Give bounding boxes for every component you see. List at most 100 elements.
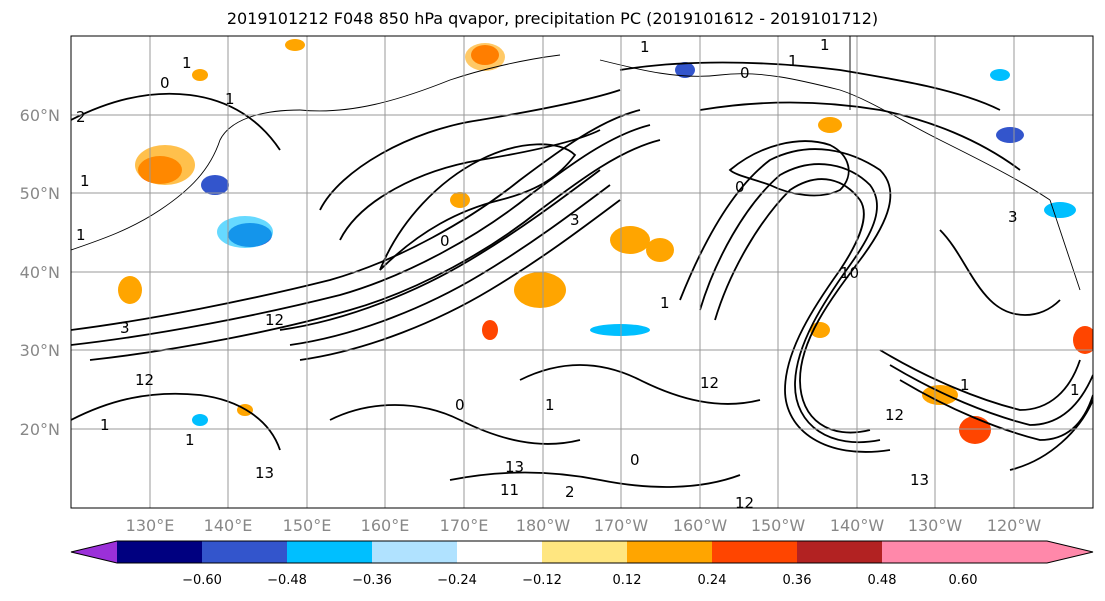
contour-line (699, 101, 1021, 171)
precip-blob (192, 414, 208, 426)
contour-line (939, 229, 1061, 316)
contour-label: 2 (565, 483, 575, 501)
lat-label: 40°N (20, 263, 60, 282)
colorbar-tick-label: −0.48 (267, 573, 307, 588)
colorbar-segment (287, 541, 372, 563)
contour-label: 0 (740, 64, 750, 82)
lon-label: 150°W (751, 516, 806, 535)
contour-line (71, 109, 641, 331)
contour-label: 11 (500, 481, 519, 499)
contour-label: 13 (910, 471, 929, 489)
contour-label: 1 (788, 52, 798, 70)
contour-label: 1 (660, 294, 670, 312)
contour-label: 3 (570, 211, 580, 229)
colorbar-tick-label: 0.12 (613, 573, 642, 588)
precip-shading (118, 39, 1093, 444)
contour-line (319, 89, 621, 211)
colorbar-segment (712, 541, 797, 563)
colorbar-outline (70, 540, 1094, 564)
contour-line (519, 364, 761, 405)
precip-blob (990, 69, 1010, 81)
contour-line (71, 124, 651, 346)
coastlines (71, 36, 1081, 291)
precip-blob (118, 276, 142, 304)
lon-label: 170°E (440, 516, 489, 535)
contour-label: 12 (885, 406, 904, 424)
precip-blob (201, 175, 229, 195)
contour-label: 1 (185, 431, 195, 449)
contour-line (71, 392, 281, 451)
contour-line (619, 61, 1001, 111)
gridlines (71, 36, 1093, 508)
contour-line (279, 169, 601, 331)
contour-label: 0 (440, 232, 450, 250)
colorbar-tick-label: −0.24 (437, 573, 477, 588)
contour-label: 0 (455, 396, 465, 414)
contour-label: 12 (700, 374, 719, 392)
colorbar-segment (882, 541, 963, 563)
lon-label: 160°E (361, 516, 410, 535)
colorbar-segment (627, 541, 712, 563)
contour-label: 13 (255, 464, 274, 482)
contour-label: 12 (735, 494, 754, 512)
precip-blob (135, 145, 195, 185)
contour-line (89, 139, 661, 361)
contour-line (714, 178, 891, 453)
lat-label: 50°N (20, 184, 60, 203)
lat-axis: 60°N 50°N 40°N 30°N 20°N (20, 106, 60, 439)
lon-label: 180°W (516, 516, 571, 535)
precip-blob (922, 385, 958, 405)
precip-blob (959, 416, 991, 444)
coastline-alaska (599, 59, 1051, 201)
lon-label: 160°W (673, 516, 728, 535)
contour-line (379, 143, 577, 271)
colorbar-tick-label: 0.36 (783, 573, 812, 588)
lat-label: 60°N (20, 106, 60, 125)
contour-label: 1 (80, 172, 90, 190)
map-frame (70, 35, 1094, 509)
colorbar-tick-label: −0.12 (522, 573, 562, 588)
contour-label: 0 (630, 451, 640, 469)
colorbar-tick-label: −0.60 (182, 573, 222, 588)
contour-label: 1 (100, 416, 110, 434)
precip-blob (996, 127, 1024, 143)
contour-line (699, 163, 881, 444)
precip-blob (217, 216, 273, 248)
lon-label: 140°W (830, 516, 885, 535)
contour-label: 0 (735, 178, 745, 196)
coastline-siberia (299, 54, 561, 112)
precip-blob (450, 192, 470, 208)
contour-label: 3 (1008, 208, 1018, 226)
lon-axis: 130°E 140°E 150°E 160°E 170°E 180°W 170°… (126, 516, 1042, 535)
lon-label: 130°W (908, 516, 963, 535)
contour-label: 1 (1070, 381, 1080, 399)
precip-blob (1073, 326, 1093, 354)
contour-line (899, 379, 1093, 441)
precip-blob (514, 272, 566, 308)
contour-line (339, 129, 601, 241)
contour-label: 13 (505, 458, 524, 476)
precip-blob (285, 39, 305, 51)
contour-label: 2 (76, 108, 86, 126)
contour-line (728, 140, 850, 197)
contour-line (71, 92, 281, 151)
contour-label: 12 (135, 371, 154, 389)
precip-blob (646, 238, 674, 262)
contour-label: 1 (182, 54, 192, 72)
precip-blob (675, 62, 695, 78)
precip-blob (465, 43, 505, 71)
page-title: 2019101212 F048 850 hPa qvapor, precipit… (226, 9, 879, 28)
lat-label: 20°N (20, 420, 60, 439)
colorbar-segment (797, 541, 882, 563)
qvapor-contours (71, 61, 1093, 488)
contour-label: 12 (265, 311, 284, 329)
colorbar-tick-label: 0.24 (698, 573, 727, 588)
contour-label: 1 (640, 38, 650, 56)
colorbar-max-arrow (963, 541, 1093, 563)
contour-label: 3 (120, 319, 130, 337)
precip-blob (590, 324, 650, 336)
colorbar-tick-label: −0.36 (352, 573, 392, 588)
contour-line (449, 471, 741, 488)
lon-label: 150°E (283, 516, 332, 535)
